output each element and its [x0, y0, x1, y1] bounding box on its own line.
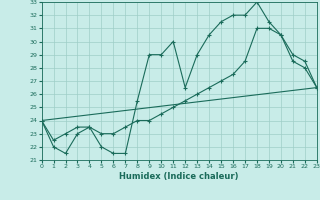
X-axis label: Humidex (Indice chaleur): Humidex (Indice chaleur)	[119, 172, 239, 181]
